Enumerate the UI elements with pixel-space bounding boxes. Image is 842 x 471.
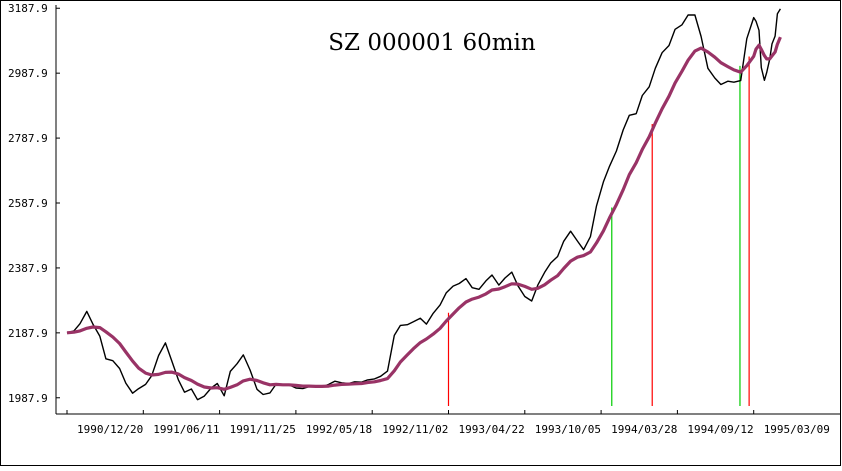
x-tick-label: 1993/04/22: [459, 423, 525, 436]
series-lines: [66, 8, 782, 401]
y-tick-label: 2987.9: [8, 67, 48, 80]
x-tick-label: 1993/10/05: [535, 423, 601, 436]
y-tick-label: 1987.9: [8, 392, 48, 405]
signal-markers: [447, 56, 750, 406]
x-tick-label: 1994/03/28: [611, 423, 677, 436]
x-tick-label: 1991/06/11: [153, 423, 219, 436]
y-tick-label: 2187.9: [8, 327, 48, 340]
y-tick-label: 2387.9: [8, 262, 48, 275]
price-line: [66, 8, 781, 401]
chart-title: SZ 000001 60min: [328, 30, 536, 56]
x-tick-label: 1992/05/18: [306, 423, 372, 436]
y-axis-ticks: 1987.9 2187.9 2387.9 2587.9 2787.9 2987.9 3187…: [8, 2, 60, 405]
x-tick-label: 1995/03/09: [764, 423, 830, 436]
y-tick-label: 2587.9: [8, 197, 48, 210]
moving-average-line: [66, 36, 782, 391]
x-tick-label: 1990/12/20: [77, 423, 143, 436]
x-axis-ticks: 1990/12/20 1991/06/11 1991/11/25 1992/05/18…: [66, 410, 830, 436]
x-tick-label: 1994/09/12: [687, 423, 753, 436]
y-tick-label: 3187.9: [8, 2, 48, 15]
y-tick-label: 2787.9: [8, 132, 48, 145]
x-tick-label: 1992/11/02: [382, 423, 448, 436]
x-tick-label: 1991/11/25: [230, 423, 296, 436]
